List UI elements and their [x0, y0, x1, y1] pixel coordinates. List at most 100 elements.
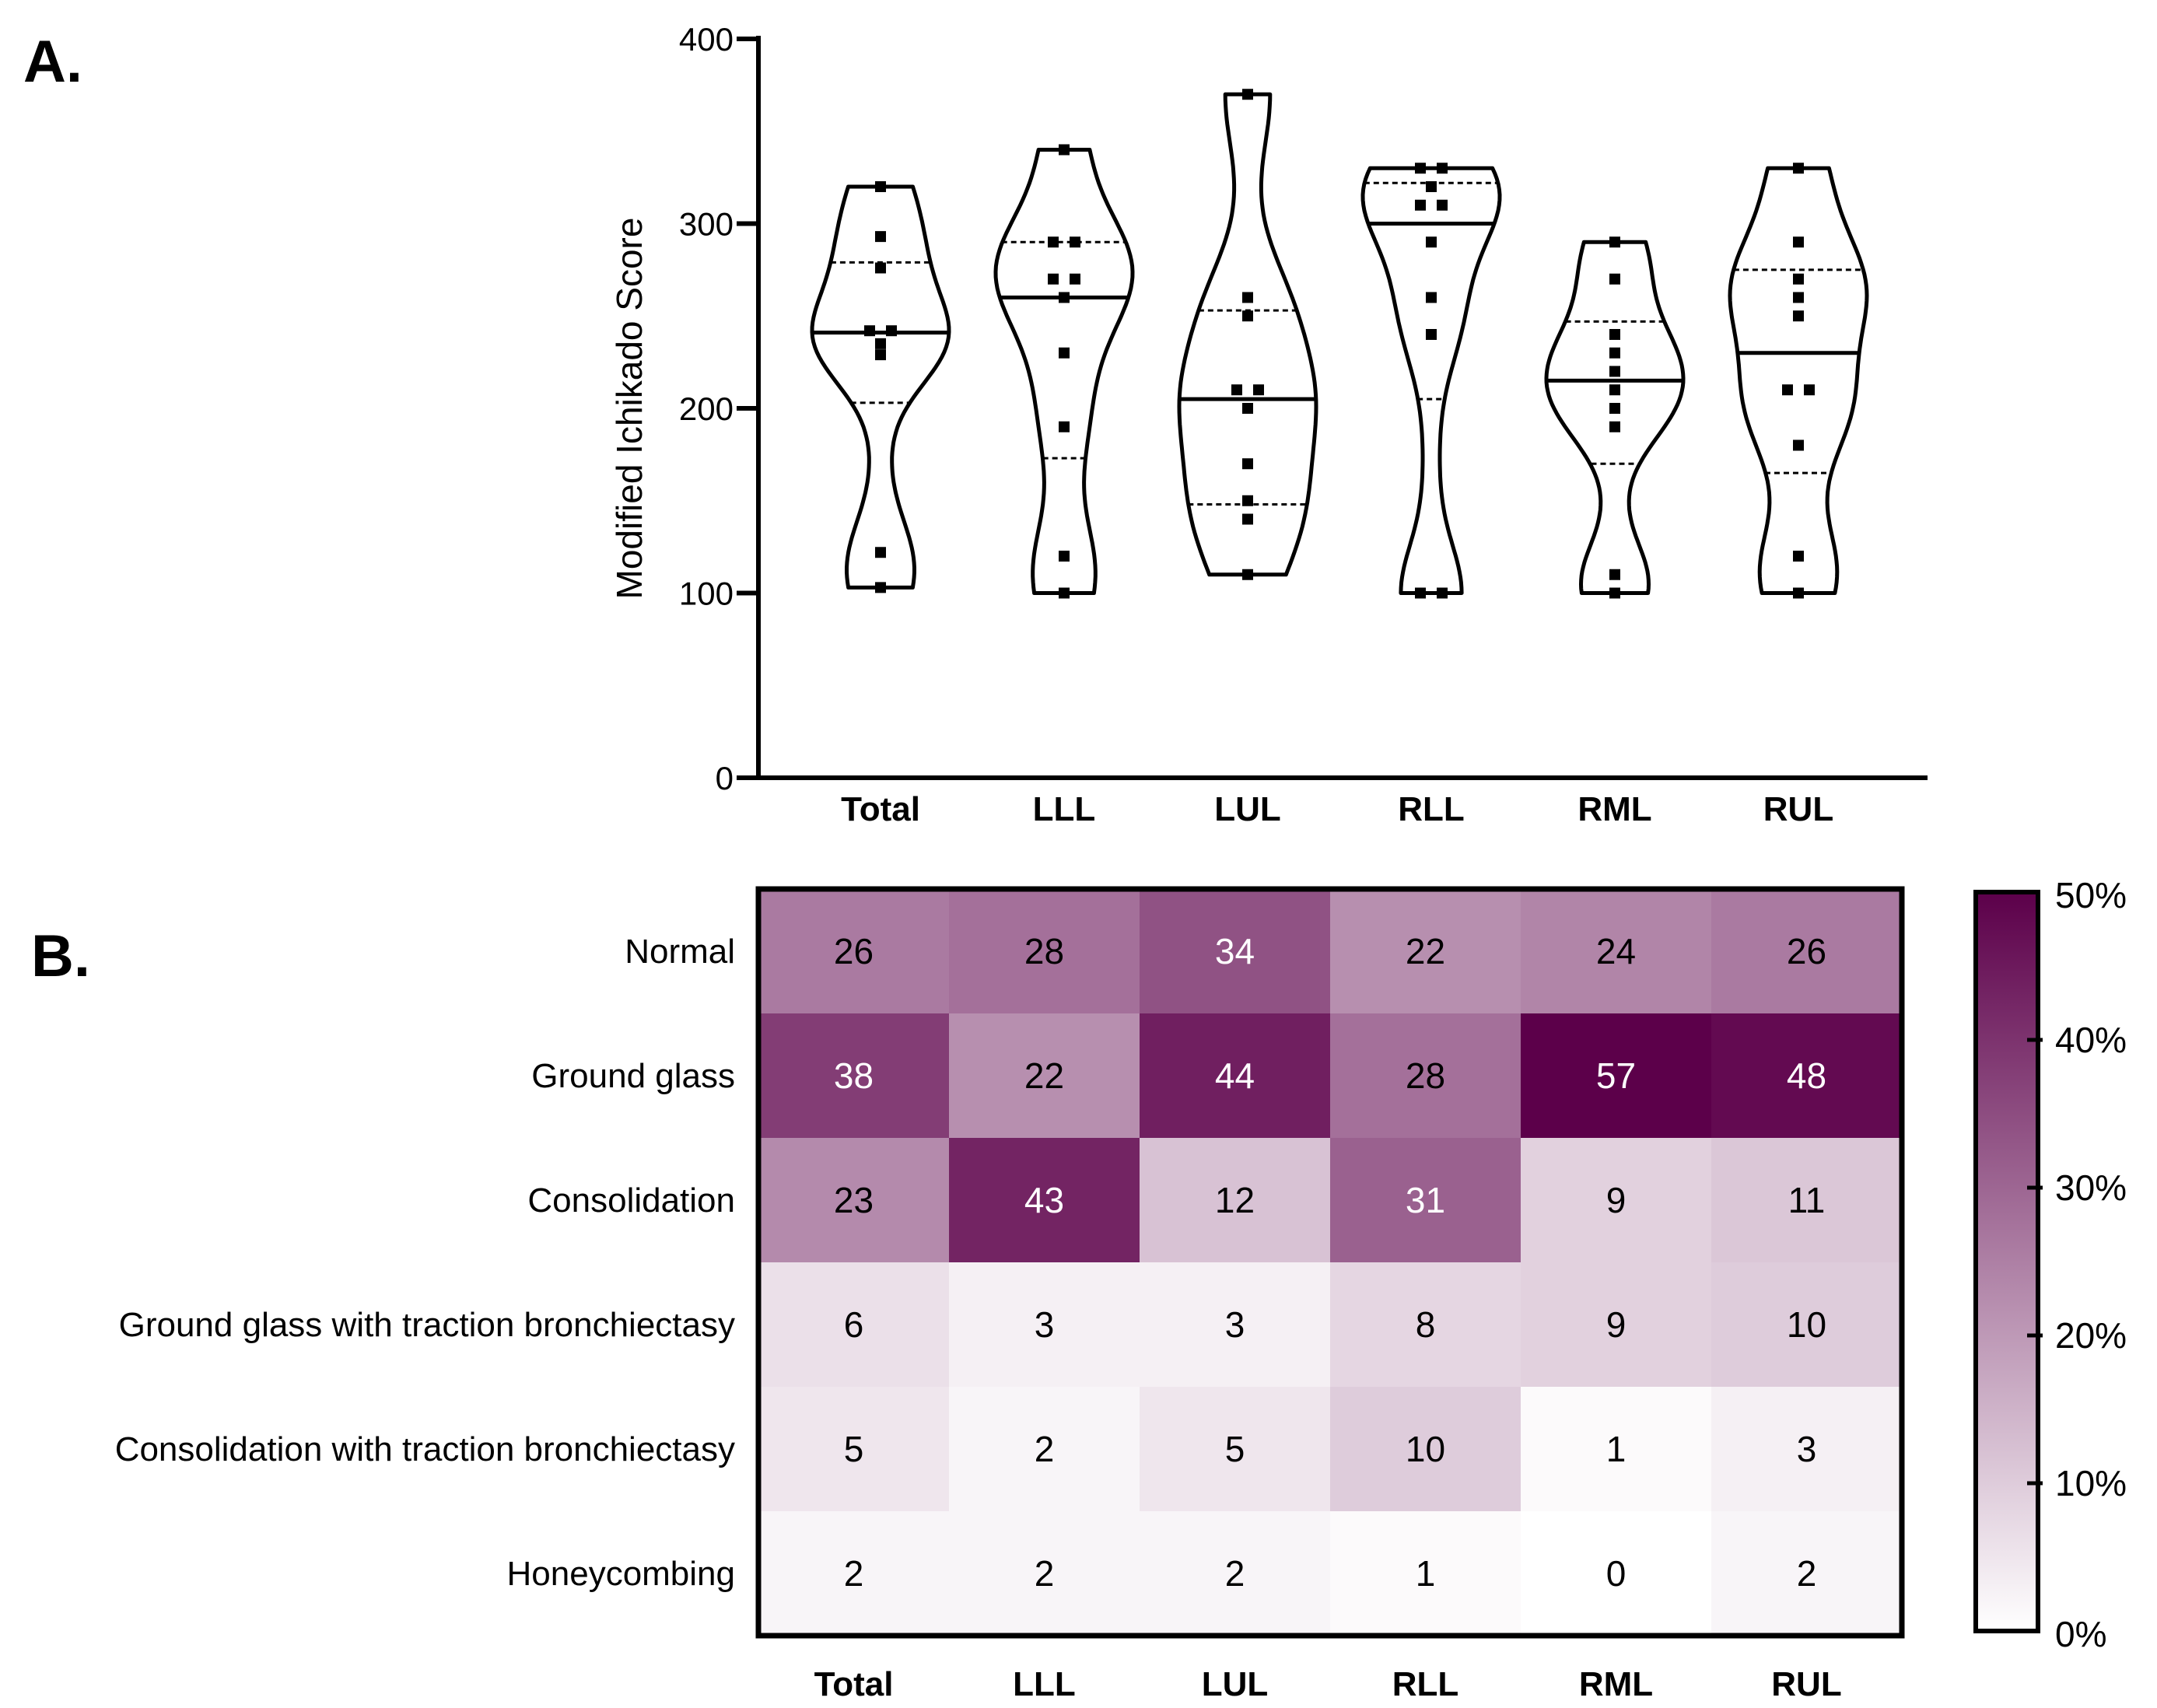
heatmap-cell	[1521, 1387, 1711, 1511]
data-point	[1437, 199, 1448, 211]
data-point	[875, 582, 886, 593]
data-point	[1242, 292, 1253, 303]
heatmap-cell	[949, 1387, 1140, 1511]
x-tick-label: RLL	[1398, 790, 1465, 828]
data-point	[1793, 273, 1804, 285]
data-point	[1253, 384, 1264, 396]
data-point	[1242, 495, 1253, 506]
data-point	[1804, 384, 1815, 396]
data-point	[1793, 310, 1804, 322]
heatmap-cell	[1711, 1387, 1902, 1511]
heatmap-cell	[1140, 1013, 1330, 1138]
x-tick-label: LLL	[1033, 790, 1096, 828]
heatmap-cell	[758, 889, 949, 1013]
data-point	[1609, 587, 1620, 599]
data-point	[1609, 236, 1620, 248]
data-point	[864, 325, 875, 337]
heatmap-cell-value: 9	[1606, 1180, 1627, 1220]
heatmap-cell-value: 22	[1406, 931, 1445, 971]
data-point	[1437, 163, 1448, 174]
heatmap-cell	[949, 1262, 1140, 1387]
column-label: RLL	[1392, 1665, 1459, 1703]
heatmap-cell	[758, 1013, 949, 1138]
heatmap-cell	[949, 889, 1140, 1013]
data-point	[1059, 421, 1070, 432]
x-tick-label: LUL	[1214, 790, 1281, 828]
heatmap-cell	[1330, 889, 1521, 1013]
heatmap-cell	[1711, 1511, 1902, 1636]
heatmap-cell-value: 24	[1596, 931, 1636, 971]
data-point	[1048, 273, 1059, 285]
heatmap-border	[755, 886, 1905, 1639]
data-point	[875, 181, 886, 192]
heatmap-cell	[758, 1262, 949, 1387]
violin-rll	[1360, 163, 1502, 599]
heatmap-cell-value: 2	[1035, 1429, 1055, 1469]
heatmap-cell-value: 6	[844, 1304, 864, 1345]
data-point	[1793, 163, 1804, 174]
data-point	[1059, 551, 1070, 562]
data-point	[886, 325, 897, 337]
data-point	[1609, 329, 1620, 340]
heatmap-cell	[1521, 1262, 1711, 1387]
y-tick-label: 200	[679, 390, 734, 427]
violin-lul	[1177, 89, 1318, 580]
data-point	[1609, 421, 1620, 432]
data-point	[1609, 366, 1620, 377]
heatmap-cell	[1521, 1511, 1711, 1636]
column-label: RUL	[1771, 1665, 1841, 1703]
y-tick-label: 400	[679, 21, 734, 58]
colorbar-tick-label: 20%	[2055, 1315, 2127, 1356]
data-point	[1782, 384, 1793, 396]
row-label: Consolidation with traction bronchiectas…	[115, 1430, 735, 1468]
column-label: RML	[1579, 1665, 1653, 1703]
data-point	[1048, 236, 1059, 248]
data-point	[1793, 236, 1804, 248]
heatmap-cell-value: 12	[1215, 1180, 1255, 1220]
data-point	[1609, 384, 1620, 396]
y-axis-title: Modified Ichikado Score	[609, 218, 650, 600]
colorbar	[1973, 890, 2040, 1633]
x-tick-label: RML	[1577, 790, 1651, 828]
heatmap-cell	[1330, 1138, 1521, 1262]
heatmap-cell-value: 28	[1024, 931, 1064, 971]
row-label: Normal	[625, 933, 735, 971]
violin-total	[810, 181, 951, 593]
heatmap-cell-value: 1	[1606, 1429, 1627, 1469]
heatmap-cell-value: 48	[1787, 1055, 1826, 1096]
data-point	[1415, 199, 1426, 211]
data-point	[1415, 163, 1426, 174]
violin-outline	[1177, 92, 1318, 577]
heatmap-cell	[758, 1138, 949, 1262]
heatmap-cell-value: 10	[1406, 1429, 1445, 1469]
violin-rml	[1544, 236, 1686, 599]
data-point	[1231, 384, 1242, 396]
data-point	[1070, 236, 1080, 248]
x-tick-label: Total	[841, 790, 920, 828]
data-point	[1242, 403, 1253, 414]
violin-outline	[1360, 166, 1502, 595]
column-label: LLL	[1013, 1665, 1076, 1703]
colorbar-tick-label: 50%	[2055, 875, 2127, 915]
heatmap-cell-value: 57	[1596, 1055, 1636, 1096]
y-tick-label: 300	[679, 206, 734, 243]
panel-label-b: B.	[31, 923, 90, 989]
heatmap-cell-value: 31	[1406, 1180, 1445, 1220]
heatmap-cell	[1140, 1511, 1330, 1636]
data-point	[1242, 458, 1253, 470]
column-label: Total	[814, 1665, 894, 1703]
heatmap-cell-value: 3	[1225, 1304, 1245, 1345]
heatmap-cell	[1711, 1262, 1902, 1387]
heatmap-cell-value: 2	[1797, 1553, 1817, 1594]
heatmap-cell	[1140, 1138, 1330, 1262]
heatmap-cell	[1521, 1013, 1711, 1138]
heatmap-cell	[1521, 889, 1711, 1013]
heatmap-cell	[949, 1138, 1140, 1262]
data-point	[875, 349, 886, 361]
data-point	[1793, 587, 1804, 599]
data-point	[1793, 439, 1804, 451]
heatmap-cell-value: 8	[1416, 1304, 1436, 1345]
data-point	[875, 338, 886, 349]
row-label: Honeycombing	[507, 1555, 736, 1593]
